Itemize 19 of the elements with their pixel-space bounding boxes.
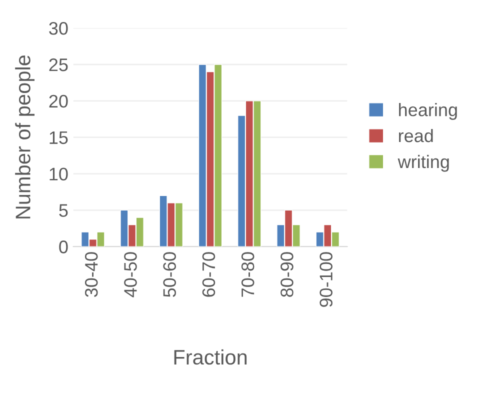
- legend-label: read: [399, 128, 433, 142]
- y-tick-label: 30: [49, 22, 68, 35]
- x-tick-label: 40-50: [124, 252, 137, 298]
- x-axis-title: Fraction: [174, 349, 247, 365]
- y-tick-label: 5: [59, 204, 68, 217]
- x-tick-label: 80-90: [280, 252, 294, 297]
- y-tick-label: 10: [50, 168, 68, 180]
- y-tick-label: 0: [59, 240, 68, 254]
- y-tick-label: 25: [49, 58, 68, 72]
- y-tick-label: 20: [49, 94, 68, 108]
- x-tick-label: 90-100: [320, 252, 332, 307]
- y-axis-title: Number of people: [15, 55, 35, 218]
- x-tick-label: 30-40: [84, 252, 98, 297]
- y-tick-label: 15: [50, 131, 68, 144]
- legend-label: writing: [398, 154, 449, 172]
- x-tick-label: 50-60: [163, 252, 176, 297]
- x-tick-label: 70-80: [241, 252, 254, 297]
- legend-label: hearing: [399, 103, 457, 120]
- x-tick-label: 60-70: [202, 252, 216, 297]
